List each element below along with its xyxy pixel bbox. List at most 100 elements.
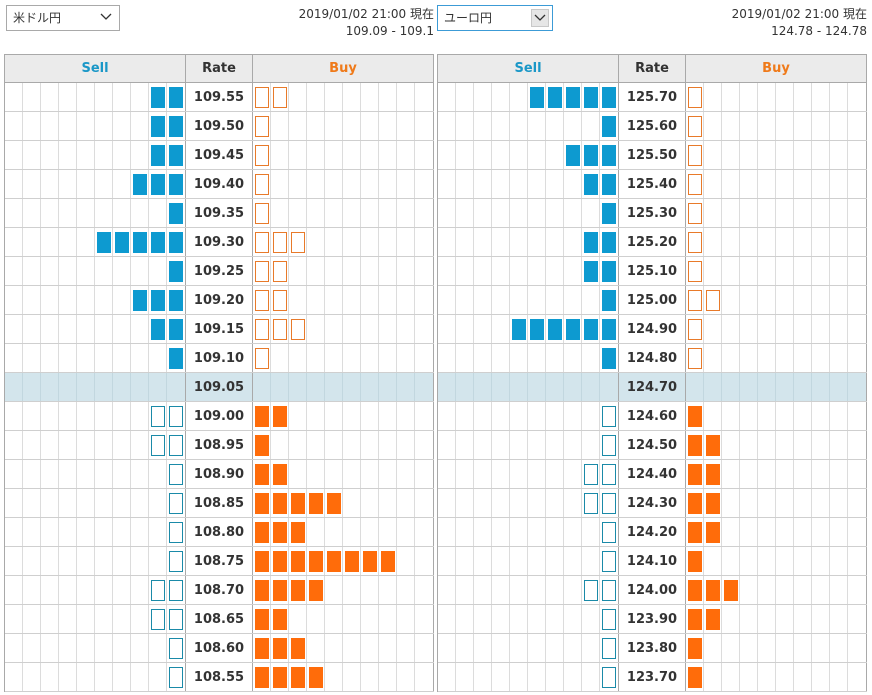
grid-slot (510, 83, 528, 111)
grid-slot (167, 605, 185, 633)
grid-slot (41, 518, 59, 546)
grid-slot (546, 576, 564, 604)
grid-slot (253, 605, 271, 633)
sell-bar-outline (169, 667, 183, 688)
grid-slot (528, 344, 546, 372)
grid-slot (582, 489, 600, 517)
rate-row: 123.90 (438, 605, 867, 634)
currency-select-usdjpy[interactable]: 米ドル円 (6, 5, 120, 31)
buy-bar-filled (255, 609, 269, 630)
grid-slot (397, 431, 415, 459)
buy-bar-outline (255, 87, 269, 108)
sell-bar-filled (602, 319, 616, 340)
rate-row: 125.10 (438, 257, 867, 286)
rate-info-usdjpy: 2019/01/02 21:00 現在 109.09 - 109.1 (230, 6, 434, 40)
grid-slot (307, 663, 325, 691)
grid-slot (149, 228, 167, 256)
grid-slot (271, 112, 289, 140)
grid-slot (95, 373, 113, 401)
grid-slot (361, 431, 379, 459)
grid-slot (149, 402, 167, 430)
grid-slot (722, 83, 740, 111)
grid-slot (528, 83, 546, 111)
grid-slot (41, 460, 59, 488)
grid-slot (758, 634, 776, 662)
grid-slot (361, 518, 379, 546)
grid-slot (438, 605, 456, 633)
buy-bar-filled (706, 493, 720, 514)
grid-slot (397, 315, 415, 343)
grid-slot (131, 286, 149, 314)
sell-bar-outline (169, 609, 183, 630)
grid-slot (564, 315, 582, 343)
grid-slot (379, 112, 397, 140)
buy-header: Buy (253, 55, 434, 82)
grid-slot (131, 199, 149, 227)
grid-slot (564, 634, 582, 662)
grid-slot (848, 286, 866, 314)
grid-slot (722, 402, 740, 430)
currency-select-eurjpy[interactable]: ユーロ円 (437, 5, 553, 31)
grid-slot (438, 344, 456, 372)
grid-slot (5, 663, 23, 691)
buy-bar-filled (273, 667, 287, 688)
grid-slot (600, 112, 618, 140)
grid-slot (492, 431, 510, 459)
grid-slot (474, 460, 492, 488)
grid-slot (325, 663, 343, 691)
sell-bar-outline (169, 435, 183, 456)
buy-bar-filled (273, 609, 287, 630)
grid-slot (722, 344, 740, 372)
order-book-eurjpy: Sell Rate Buy 125.70 125.60 125.50 125.40 125.3… (437, 54, 867, 692)
grid-slot (722, 547, 740, 575)
grid-slot (343, 431, 361, 459)
grid-slot (23, 141, 41, 169)
grid-slot (438, 141, 456, 169)
sell-bar-filled (548, 319, 562, 340)
grid-slot (95, 344, 113, 372)
grid-slot (776, 286, 794, 314)
sell-side (5, 344, 186, 372)
grid-slot (704, 286, 722, 314)
grid-slot (289, 373, 307, 401)
grid-slot (167, 199, 185, 227)
buy-bar-filled (688, 522, 702, 543)
grid-slot (528, 518, 546, 546)
grid-slot (131, 460, 149, 488)
buy-bar-filled (273, 580, 287, 601)
grid-slot (23, 170, 41, 198)
rate-row: 109.25 (5, 257, 434, 286)
grid-slot (95, 83, 113, 111)
grid-slot (41, 663, 59, 691)
grid-slot (528, 199, 546, 227)
grid-slot (41, 634, 59, 662)
grid-slot (325, 199, 343, 227)
grid-slot (510, 228, 528, 256)
grid-slot (528, 286, 546, 314)
grid-slot (740, 489, 758, 517)
grid-slot (167, 373, 185, 401)
rate-value: 108.85 (186, 489, 253, 517)
grid-slot (271, 286, 289, 314)
grid-slot (776, 547, 794, 575)
grid-slot (343, 83, 361, 111)
grid-slot (582, 141, 600, 169)
grid-slot (343, 663, 361, 691)
rate-value: 108.55 (186, 663, 253, 691)
grid-slot (59, 83, 77, 111)
grid-slot (600, 547, 618, 575)
grid-slot (167, 257, 185, 285)
rate-row: 108.85 (5, 489, 434, 518)
grid-slot (740, 286, 758, 314)
grid-slot (758, 344, 776, 372)
rate-value: 109.05 (186, 373, 253, 401)
grid-slot (776, 315, 794, 343)
grid-slot (758, 605, 776, 633)
grid-slot (776, 489, 794, 517)
grid-slot (510, 315, 528, 343)
grid-slot (59, 199, 77, 227)
grid-slot (325, 402, 343, 430)
rate-value: 109.30 (186, 228, 253, 256)
grid-slot (289, 402, 307, 430)
grid-slot (5, 460, 23, 488)
